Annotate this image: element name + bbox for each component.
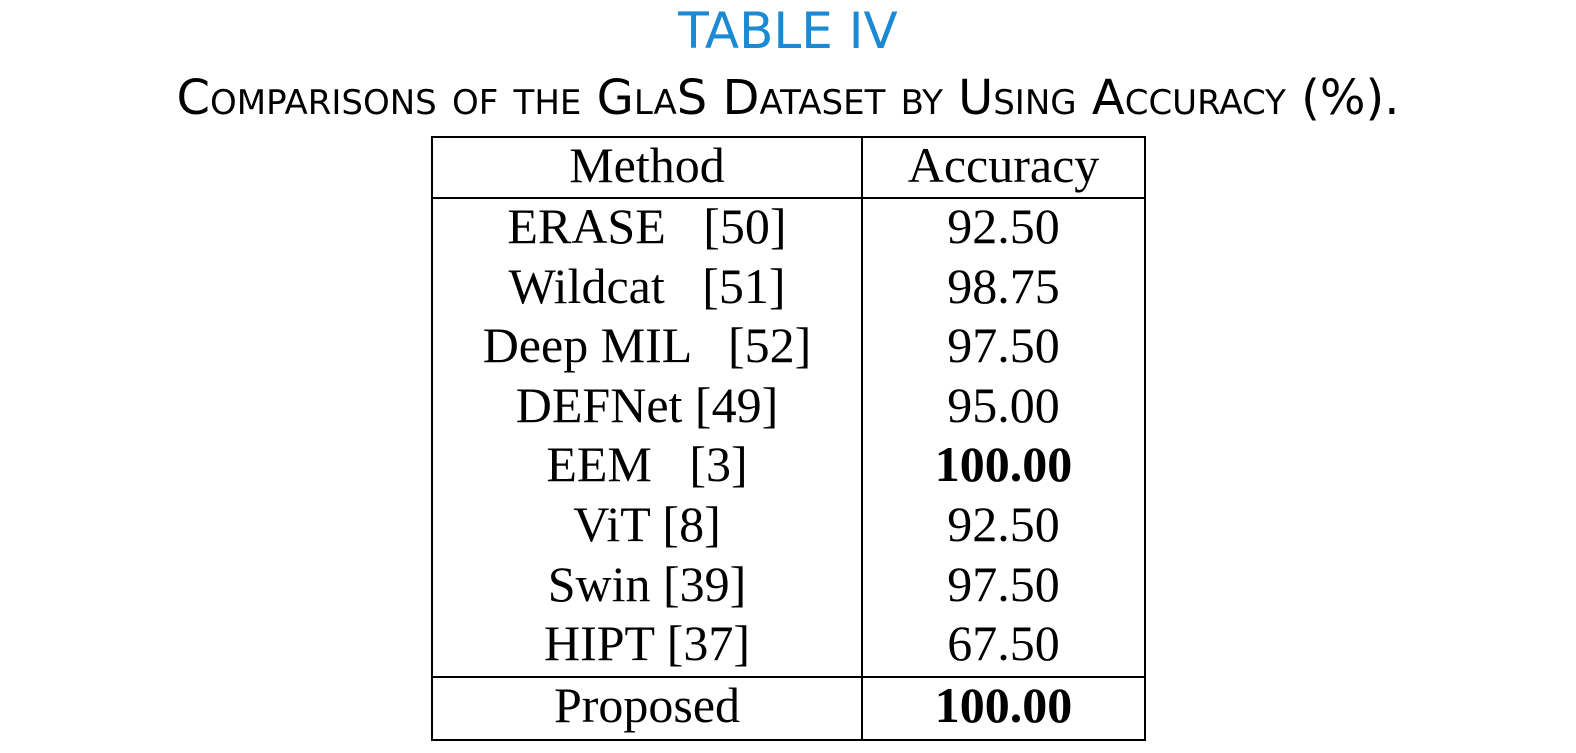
- footer-method: Proposed: [553, 677, 741, 733]
- row-method: Wildcat [51]: [508, 257, 786, 314]
- row-accuracy: 67.50: [947, 615, 1060, 672]
- table-footer-row: Proposed 100.00: [433, 675, 1144, 735]
- row-method: ViT [8]: [573, 496, 721, 552]
- table-caption: Comparisons of the GlaS Dataset by Using…: [176, 70, 1400, 126]
- row-method: EEM [3]: [546, 436, 748, 493]
- row-method: ERASE [50]: [507, 198, 787, 254]
- row-accuracy: 95.00: [947, 376, 1060, 433]
- row-method: HIPT [37]: [543, 615, 750, 672]
- row-accuracy: 100.00: [934, 436, 1073, 493]
- table-row: ViT [8] 92.50: [433, 494, 1144, 554]
- table-row: Wildcat [51] 98.75: [433, 256, 1144, 316]
- row-method: Deep MIL [52]: [482, 317, 812, 374]
- table-row: HIPT [37] 67.50: [433, 613, 1144, 673]
- table-row: EEM [3] 100.00: [433, 434, 1144, 494]
- row-accuracy: 97.50: [947, 317, 1060, 374]
- row-accuracy: 97.50: [947, 555, 1060, 612]
- row-accuracy: 92.50: [947, 198, 1060, 254]
- footer-rule: [431, 676, 1146, 678]
- header-accuracy: Accuracy: [907, 137, 1100, 193]
- row-method: Swin [39]: [547, 555, 747, 612]
- row-accuracy: 92.50: [947, 496, 1060, 552]
- table-row: Swin [39] 97.50: [433, 554, 1144, 614]
- footer-accuracy: 100.00: [934, 677, 1073, 733]
- row-method: DEFNet [49]: [515, 376, 779, 433]
- table-header-row: Method Accuracy: [433, 135, 1144, 195]
- header-method: Method: [569, 137, 725, 193]
- table-number: TABLE IV: [678, 2, 898, 60]
- table-row: DEFNet [49] 95.00: [433, 375, 1144, 435]
- row-accuracy: 98.75: [947, 257, 1060, 314]
- column-divider: [861, 136, 863, 739]
- table-row: ERASE [50] 92.50: [433, 196, 1144, 256]
- header-rule: [431, 197, 1146, 199]
- table-row: Deep MIL [52] 97.50: [433, 315, 1144, 375]
